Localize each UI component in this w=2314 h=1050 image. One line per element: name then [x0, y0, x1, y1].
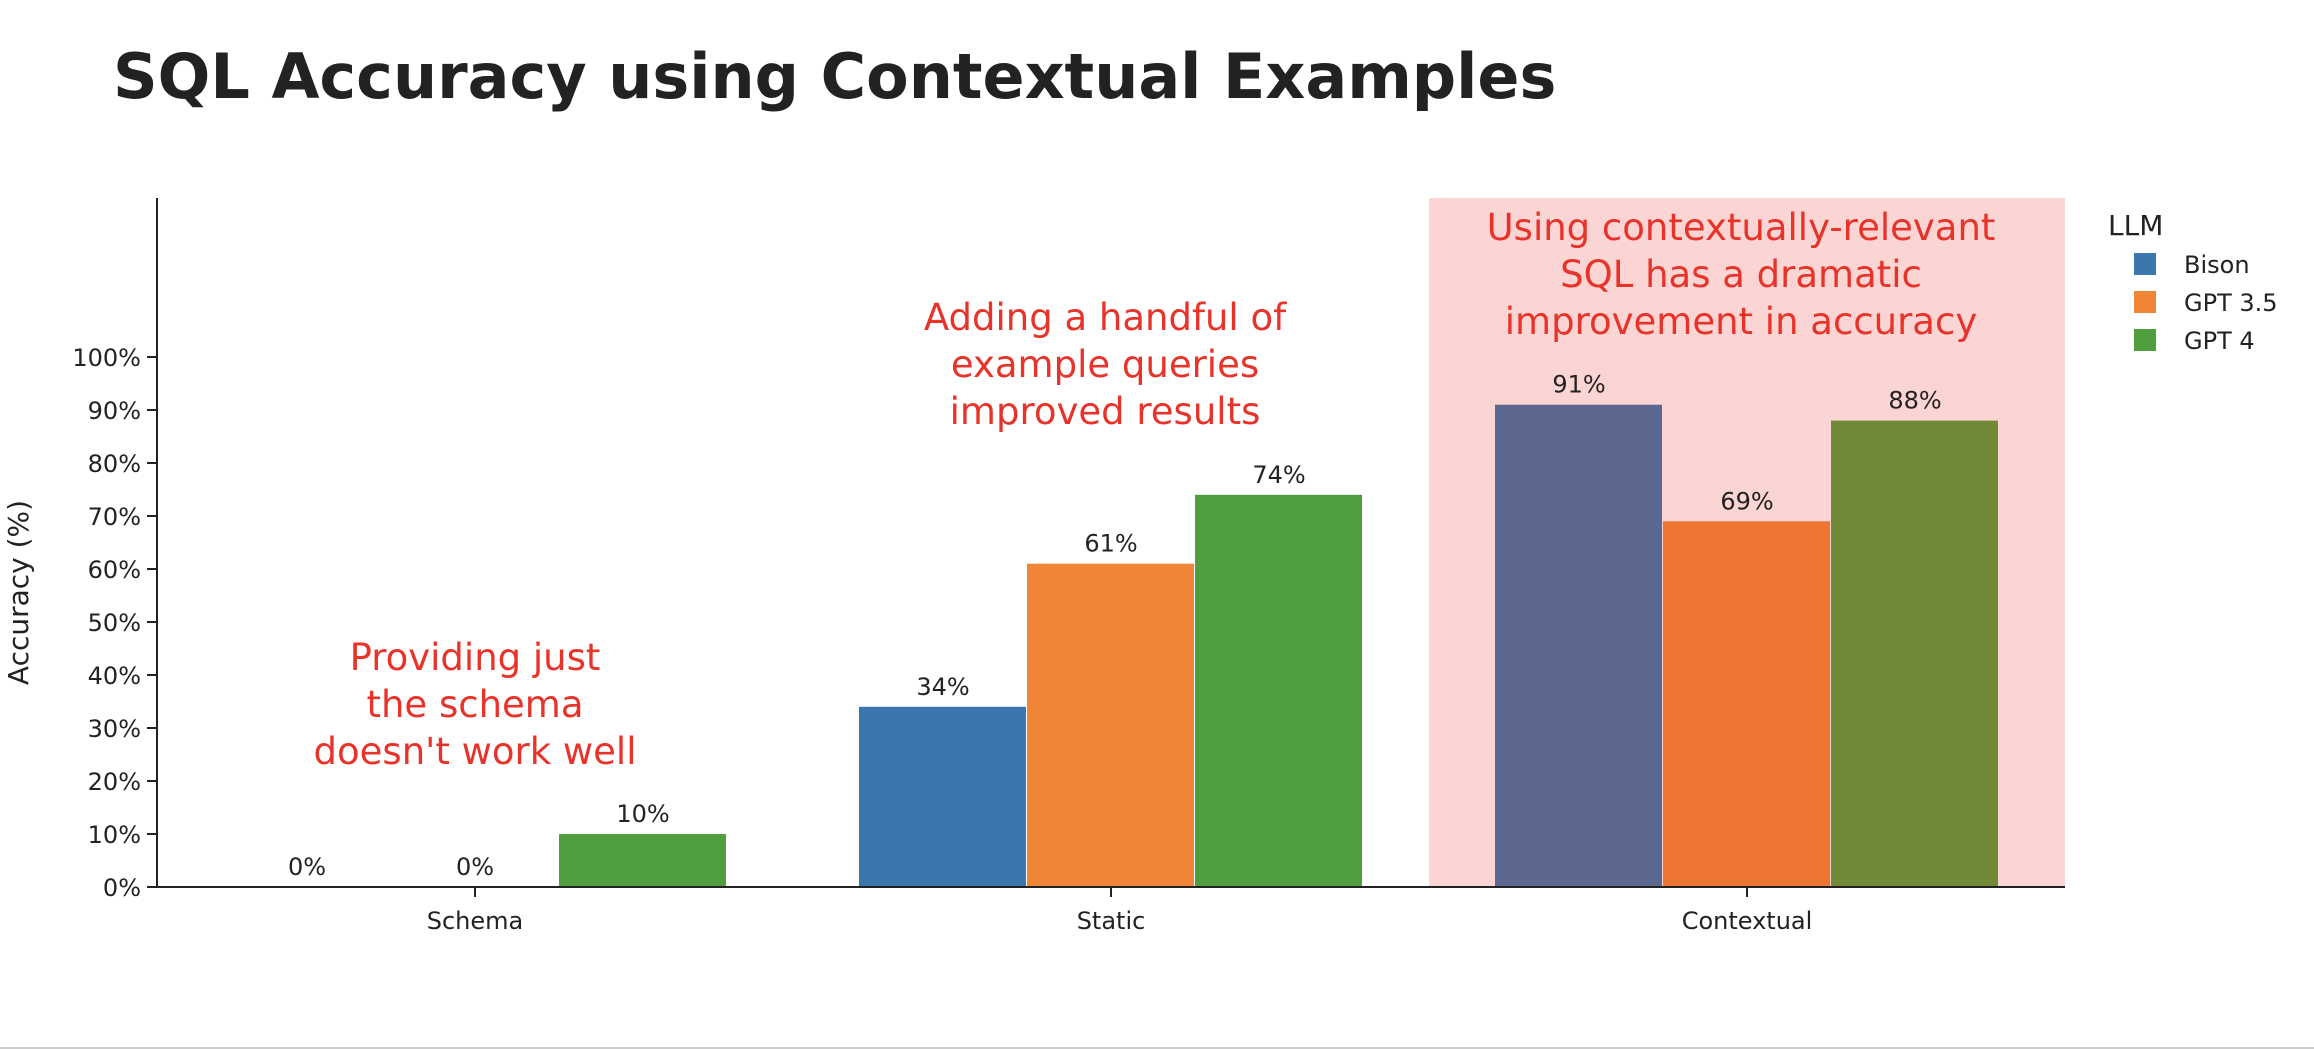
- bottom-divider: [0, 1047, 2314, 1049]
- legend-label: GPT 4: [2184, 327, 2255, 355]
- data-label: 34%: [916, 673, 969, 701]
- y-axis-label: Accuracy (%): [2, 500, 35, 685]
- data-label: 0%: [456, 853, 494, 881]
- annotation-text: improved results: [950, 390, 1261, 433]
- bar-contextual-gpt-3.5: [1663, 521, 1830, 887]
- bar-schema-gpt-4: [559, 834, 726, 887]
- y-tick-label: 90%: [88, 397, 141, 425]
- y-tick-label: 60%: [88, 556, 141, 584]
- y-tick-label: 20%: [88, 768, 141, 796]
- plot-area: 0% 0% 10% Schema 34% 61% 74% Static 91% 69% 88% Con…: [2, 198, 2065, 935]
- legend-title: LLM: [2108, 209, 2163, 242]
- annotation-text: Adding a handful of: [924, 296, 1287, 339]
- legend-swatch: [2134, 291, 2156, 313]
- chart-title: SQL Accuracy using Contextual Examples: [113, 40, 1556, 113]
- y-tick-label: 100%: [72, 344, 141, 372]
- x-tick-label: Schema: [427, 907, 524, 935]
- bar-static-gpt-4: [1195, 494, 1362, 887]
- y-tick-label: 30%: [88, 715, 141, 743]
- y-tick-label: 10%: [88, 821, 141, 849]
- y-tick-label: 40%: [88, 662, 141, 690]
- data-label: 0%: [288, 853, 326, 881]
- legend-swatch: [2134, 329, 2156, 351]
- data-label: 91%: [1552, 371, 1605, 399]
- legend-label: GPT 3.5: [2184, 289, 2278, 317]
- y-tick-label: 0%: [103, 874, 141, 902]
- annotation-text: SQL has a dramatic: [1560, 253, 1922, 296]
- x-tick-label: Contextual: [1682, 907, 1813, 935]
- y-tick-label: 70%: [88, 503, 141, 531]
- annotation-text: the schema: [366, 683, 583, 726]
- bar-contextual-bison: [1495, 404, 1662, 887]
- data-label: 69%: [1720, 487, 1773, 515]
- x-tick-label: Static: [1077, 907, 1146, 935]
- y-tick-label: 50%: [88, 609, 141, 637]
- legend-swatch: [2134, 253, 2156, 275]
- annotation-text: Providing just: [350, 636, 601, 679]
- annotation-text: doesn't work well: [314, 730, 637, 773]
- data-label: 10%: [616, 800, 669, 828]
- bar-static-gpt-3.5: [1027, 563, 1194, 887]
- annotation-text: improvement in accuracy: [1505, 300, 1977, 343]
- bar-contextual-gpt-4: [1831, 420, 1998, 887]
- bar-static-bison: [859, 706, 1026, 887]
- y-tick-label: 80%: [88, 450, 141, 478]
- data-label: 88%: [1888, 387, 1941, 415]
- annotation-text: example queries: [951, 343, 1259, 386]
- legend-label: Bison: [2184, 251, 2250, 279]
- legend: LLM Bison GPT 3.5 GPT 4: [2108, 209, 2278, 355]
- data-label: 74%: [1252, 461, 1305, 489]
- data-label: 61%: [1084, 530, 1137, 558]
- annotation-text: Using contextually-relevant: [1487, 206, 1996, 249]
